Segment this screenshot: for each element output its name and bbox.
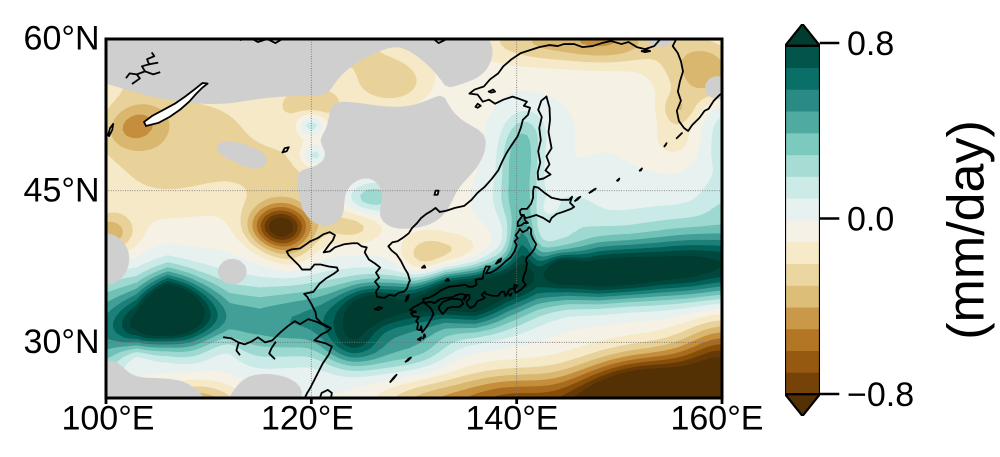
svg-text:(mm/day): (mm/day): [937, 120, 995, 340]
svg-text:100°E: 100°E: [61, 400, 154, 438]
svg-text:120°E: 120°E: [261, 400, 354, 438]
svg-text:160°E: 160°E: [670, 400, 763, 438]
svg-text:140°E: 140°E: [465, 400, 558, 438]
svg-text:0.8: 0.8: [847, 25, 894, 63]
svg-text:60°N: 60°N: [24, 20, 100, 58]
svg-text:0.0: 0.0: [847, 200, 894, 238]
svg-text:45°N: 45°N: [24, 171, 100, 209]
svg-text:−0.8: −0.8: [847, 376, 914, 414]
svg-text:30°N: 30°N: [24, 323, 100, 361]
